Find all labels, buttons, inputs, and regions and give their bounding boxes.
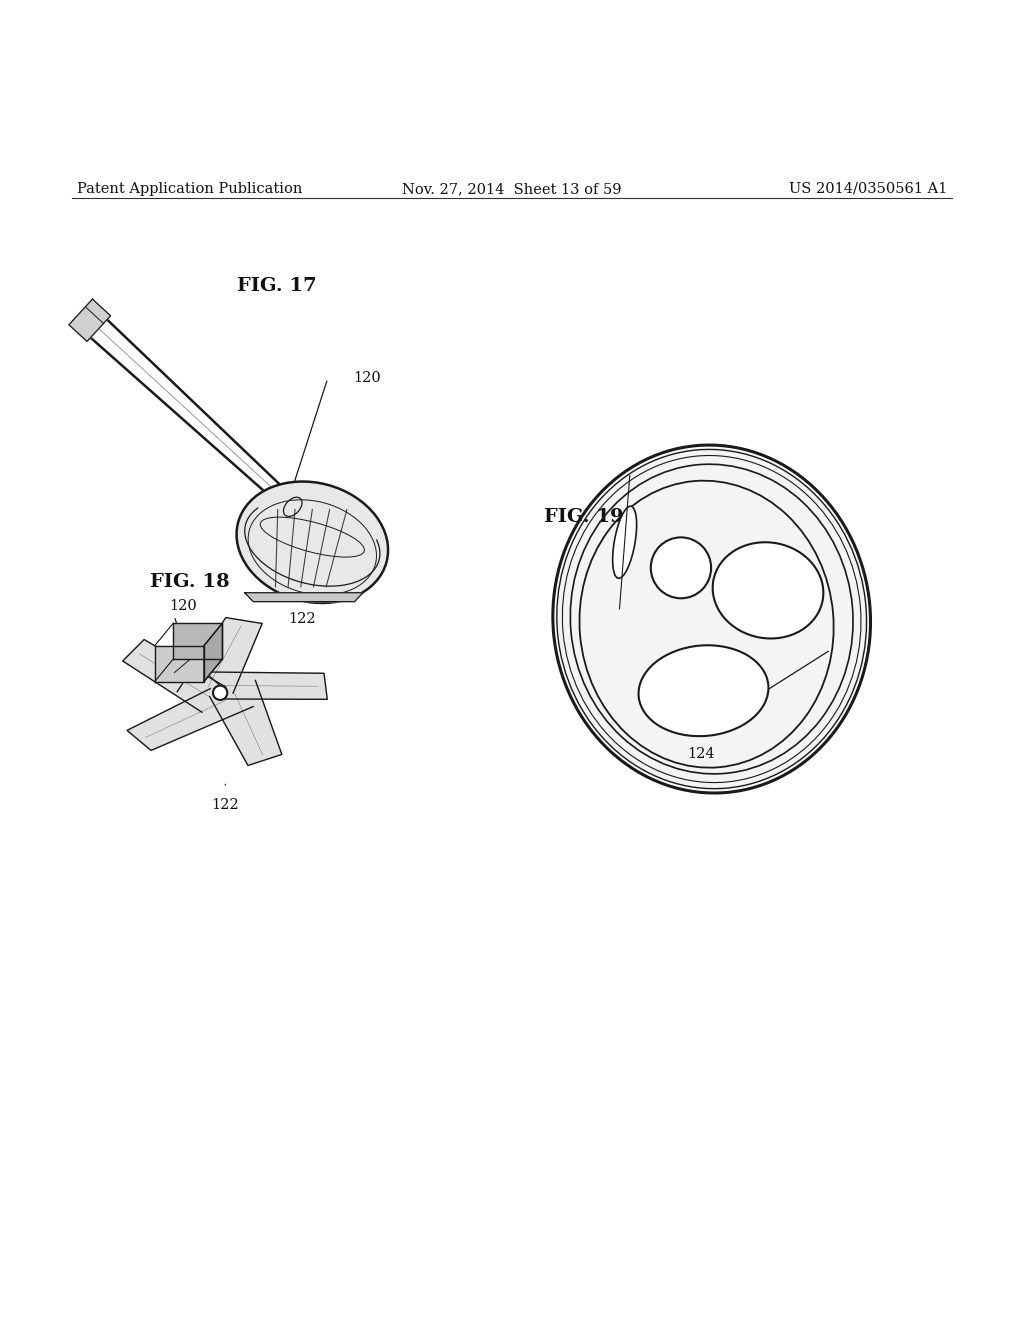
Ellipse shape xyxy=(651,537,711,598)
Text: Patent Application Publication: Patent Application Publication xyxy=(77,182,302,195)
Polygon shape xyxy=(89,318,292,507)
Polygon shape xyxy=(210,680,282,766)
Polygon shape xyxy=(204,623,222,681)
Ellipse shape xyxy=(639,645,768,737)
Ellipse shape xyxy=(713,543,823,639)
Polygon shape xyxy=(123,640,225,713)
Text: 124: 124 xyxy=(688,747,715,762)
Polygon shape xyxy=(69,300,111,342)
Text: 120: 120 xyxy=(353,371,381,385)
Text: FIG. 17: FIG. 17 xyxy=(237,277,316,296)
Polygon shape xyxy=(177,618,262,693)
Text: 120: 120 xyxy=(169,599,197,612)
Text: Nov. 27, 2014  Sheet 13 of 59: Nov. 27, 2014 Sheet 13 of 59 xyxy=(402,182,622,195)
Text: 122: 122 xyxy=(212,799,239,812)
Polygon shape xyxy=(245,593,362,602)
Ellipse shape xyxy=(612,506,637,578)
Circle shape xyxy=(213,685,227,700)
Text: 122: 122 xyxy=(289,612,315,626)
Ellipse shape xyxy=(555,447,868,791)
Text: US 2014/0350561 A1: US 2014/0350561 A1 xyxy=(788,182,947,195)
Text: FIG. 19: FIG. 19 xyxy=(544,508,624,525)
Polygon shape xyxy=(155,645,204,681)
Text: FIG. 18: FIG. 18 xyxy=(150,573,229,591)
Polygon shape xyxy=(173,623,222,659)
Polygon shape xyxy=(209,672,328,700)
Ellipse shape xyxy=(237,482,388,603)
Polygon shape xyxy=(127,689,253,751)
